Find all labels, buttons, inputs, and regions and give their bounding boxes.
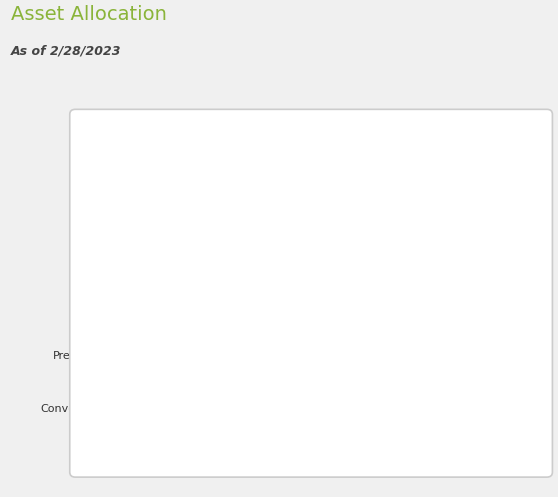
Text: Asset Allocation: Asset Allocation [11,5,167,24]
Bar [112,341,122,370]
Text: 26.90%: 26.90% [116,191,158,201]
Text: 47.28%: 47.28% [116,139,158,149]
Bar [112,394,114,423]
Text: 1.17%: 1.17% [116,350,151,360]
Text: 3.51%: 3.51% [116,297,151,307]
Text: 0.35%: 0.35% [116,403,151,413]
Bar [112,129,513,158]
Bar [112,235,288,264]
Bar [112,288,141,317]
Text: 20.80%: 20.80% [116,245,158,254]
Bar [112,182,340,211]
Text: As of 2/28/2023: As of 2/28/2023 [11,45,122,58]
